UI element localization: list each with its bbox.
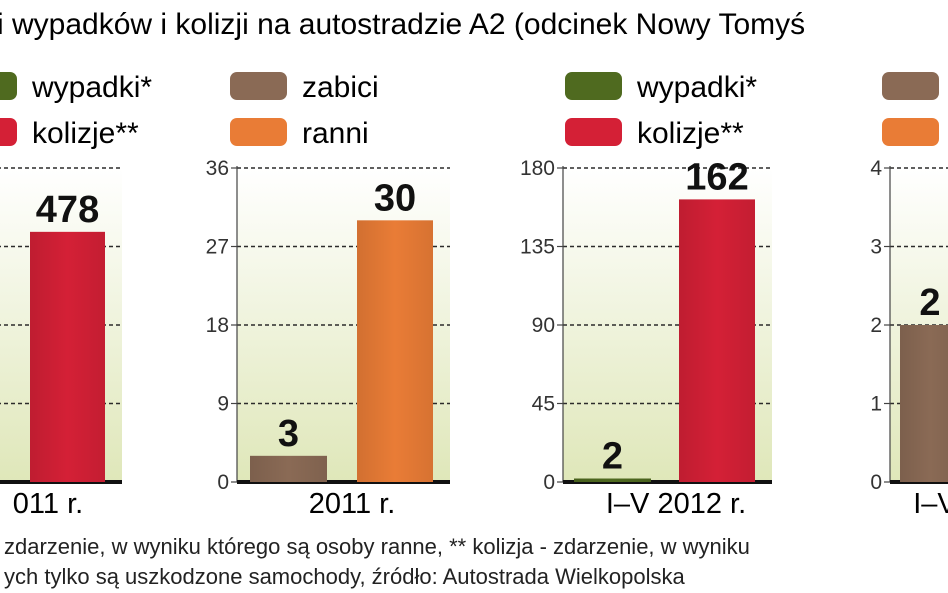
chart-title: i wypadków i kolizji na autostradzie A2 … xyxy=(0,8,805,41)
x-axis-label: I–V 2012 r. xyxy=(606,488,746,520)
legend-swatch xyxy=(565,72,622,100)
y-tick-label: 36 xyxy=(206,157,229,180)
chart-panel-4: 0 1 2 3 4 2 I–V xyxy=(870,72,948,520)
bar-shading xyxy=(30,231,105,482)
x-axis-label: 011 r. xyxy=(13,488,83,520)
data-label: 2 xyxy=(919,282,940,324)
data-label: 30 xyxy=(374,177,416,219)
y-tick-label: 180 xyxy=(520,157,555,180)
legend-label: wypadki* xyxy=(636,71,757,104)
footnote-line-1: zdarzenie, w wyniku którego są osoby ran… xyxy=(4,534,750,559)
y-tick-label: 3 xyxy=(870,236,882,259)
y-tick-label: 0 xyxy=(870,471,882,494)
legend-label: kolizje** xyxy=(637,117,744,150)
legend-swatch xyxy=(230,118,287,146)
legend-label: kolizje** xyxy=(32,117,139,150)
y-tick-label: 90 xyxy=(532,314,555,337)
y-tick-label: 2 xyxy=(870,314,882,337)
x-axis-label: I–V xyxy=(913,488,948,520)
chart-panel-3: 0 45 90 135 180 2 162 wypadki* kolizje** I–V 2012… xyxy=(520,71,772,520)
bar-shading xyxy=(679,199,755,482)
bar-shading xyxy=(357,220,433,483)
legend-swatch xyxy=(230,72,287,100)
bar-shading xyxy=(250,455,327,482)
y-tick-label: 9 xyxy=(217,393,229,416)
legend-label: zabici xyxy=(302,71,379,104)
y-tick-label: 45 xyxy=(532,393,555,416)
y-tick-label: 0 xyxy=(543,471,555,494)
y-tick-label: 27 xyxy=(206,236,229,259)
y-tick-label: 135 xyxy=(520,236,555,259)
legend-swatch xyxy=(565,118,622,146)
data-label: 3 xyxy=(278,413,299,455)
footnote: zdarzenie, w wyniku którego są osoby ran… xyxy=(4,534,750,589)
bar-shading xyxy=(574,478,651,482)
data-label: 162 xyxy=(685,156,748,198)
legend-swatch xyxy=(882,118,939,146)
legend-label: ranni xyxy=(302,117,369,150)
data-label: 2 xyxy=(602,436,623,478)
footnote-line-2: ych tylko są uszkodzone samochody, źródł… xyxy=(4,564,685,589)
legend-swatch xyxy=(0,72,17,100)
y-tick-label: 4 xyxy=(870,157,882,180)
legend-swatch xyxy=(882,72,939,100)
data-label: 478 xyxy=(36,189,99,231)
legend-swatch xyxy=(0,118,17,146)
y-tick-label: 0 xyxy=(217,471,229,494)
x-axis-label: 2011 r. xyxy=(309,488,396,520)
y-tick-label: 18 xyxy=(206,314,229,337)
chart-panel-1: 478 wypadki* kolizje** 011 r. xyxy=(0,71,152,520)
legend-label: wypadki* xyxy=(31,71,152,104)
y-tick-label: 1 xyxy=(870,393,882,416)
chart-panel-2: 0 9 18 27 36 3 30 zabici ranni 2011 r. xyxy=(206,71,450,520)
bar-shading xyxy=(900,325,948,482)
